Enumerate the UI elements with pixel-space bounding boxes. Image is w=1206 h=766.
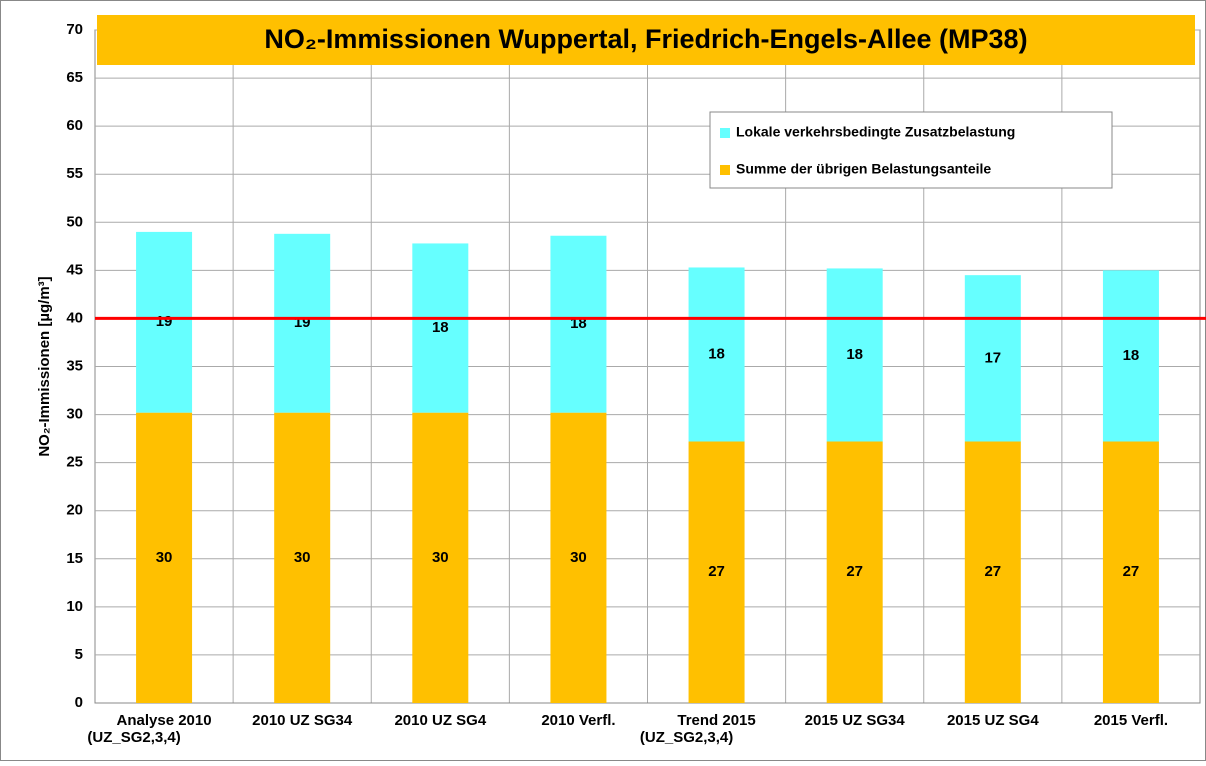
data-label: 27 [846, 563, 863, 580]
y-tick-label: 20 [66, 502, 83, 519]
legend-swatch [720, 128, 730, 138]
x-tick-line: (UZ_SG2,3,4) [87, 729, 180, 746]
data-label: 30 [570, 549, 587, 566]
bar-segment [274, 233, 331, 413]
y-tick-label: 60 [66, 117, 83, 134]
y-tick-label: 45 [66, 261, 83, 278]
bar-segment [826, 441, 883, 703]
x-tick-label: 2015 Verfl. [1094, 712, 1168, 729]
bar-segment [412, 243, 469, 413]
title-box [97, 15, 1195, 65]
x-tick-line: 2010 UZ SG34 [252, 712, 353, 729]
bar-segment [964, 275, 1021, 442]
legend-swatch [720, 165, 730, 175]
x-tick-line: Trend 2015 [677, 712, 755, 729]
y-tick-label: 65 [66, 69, 83, 86]
data-label: 17 [984, 349, 1001, 366]
x-tick-line: 2010 UZ SG4 [394, 712, 486, 729]
bar-segment [274, 412, 331, 703]
y-tick-label: 70 [66, 21, 83, 38]
x-tick-label: 2010 UZ SG34 [252, 712, 353, 729]
bar-segment [1102, 441, 1159, 703]
data-label: 19 [294, 314, 311, 331]
chart-title: NO₂-Immissionen Wuppertal, Friedrich-Eng… [264, 24, 1027, 54]
data-label: 18 [708, 345, 725, 362]
bar-segment [136, 231, 193, 413]
y-axis-label: NO₂-Immissionen [µg/m³] [36, 276, 53, 456]
data-label: 27 [984, 563, 1001, 580]
data-label: 30 [156, 549, 173, 566]
data-label: 18 [846, 346, 863, 363]
legend-label: Lokale verkehrsbedingte Zusatzbelastung [736, 124, 1015, 140]
y-tick-label: 5 [75, 646, 83, 663]
x-tick-label: 2010 UZ SG4 [394, 712, 486, 729]
data-label: 18 [1123, 347, 1140, 364]
bar-segment [412, 412, 469, 703]
bar-segment [550, 235, 607, 413]
bar-segment [688, 441, 745, 703]
x-tick-line: 2015 UZ SG4 [947, 712, 1039, 729]
x-tick-label: Trend 2015 (UZ_SG2,3,4) [640, 712, 756, 746]
y-tick-label: 25 [66, 454, 83, 471]
x-tick-label: Analyse 2010 (UZ_SG2,3,4) [87, 712, 211, 746]
y-tick-label: 30 [66, 406, 83, 423]
data-label: 30 [294, 549, 311, 566]
x-tick-line: 2010 Verfl. [541, 712, 615, 729]
x-tick-line: 2015 Verfl. [1094, 712, 1168, 729]
x-tick-line: 2015 UZ SG34 [805, 712, 906, 729]
bar-segment [826, 268, 883, 442]
bar-segment [1102, 270, 1159, 442]
data-label: 30 [432, 549, 449, 566]
data-label: 27 [708, 563, 725, 580]
x-tick-label: 2015 UZ SG34 [805, 712, 906, 729]
y-tick-label: 55 [66, 165, 83, 182]
x-tick-label: 2010 Verfl. [541, 712, 615, 729]
y-tick-label: 50 [66, 213, 83, 230]
data-label: 18 [432, 319, 449, 336]
bar-segment [964, 441, 1021, 703]
y-tick-label: 40 [66, 309, 83, 326]
x-tick-line: (UZ_SG2,3,4) [640, 729, 733, 746]
y-tick-label: 0 [75, 694, 83, 711]
y-tick-label: 15 [66, 550, 83, 567]
legend-label: Summe der übrigen Belastungsanteile [736, 161, 991, 177]
y-tick-label: 35 [66, 357, 83, 374]
legend-box [709, 111, 1113, 189]
bar-segment [550, 412, 607, 703]
x-tick-line: Analyse 2010 [117, 712, 212, 729]
data-label: 27 [1123, 563, 1140, 580]
bar-segment [136, 412, 193, 703]
y-tick-label: 10 [66, 598, 83, 615]
bar-segment [688, 267, 745, 442]
data-label: 19 [156, 313, 173, 330]
x-tick-label: 2015 UZ SG4 [947, 712, 1039, 729]
